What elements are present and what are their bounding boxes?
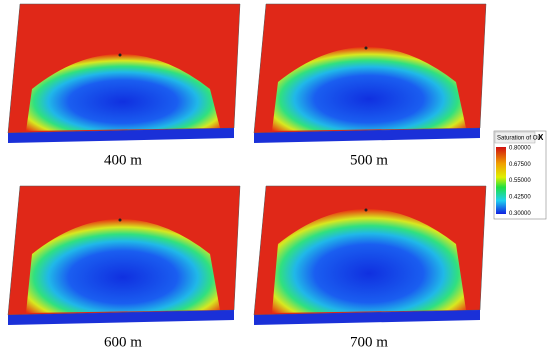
colorbar (496, 147, 506, 214)
water-layer (8, 128, 234, 143)
panel (253, 3, 487, 143)
well (118, 53, 122, 57)
legend-header (494, 131, 536, 144)
panel-label: 700 m (350, 334, 388, 350)
panel (253, 185, 487, 325)
legend-title: Saturation of Oil (497, 136, 540, 142)
legend-tick: 0.42500 (509, 194, 531, 200)
well (364, 208, 368, 212)
legend-tick: 0.55000 (509, 178, 531, 184)
water-layer (254, 128, 480, 143)
water-layer (8, 310, 234, 325)
saturation-dome (272, 209, 466, 313)
legend: Saturation of Oil X (493, 130, 547, 220)
legend-tick: 0.30000 (509, 211, 531, 217)
panel-label: 600 m (104, 334, 142, 350)
panel (7, 185, 241, 325)
saturation-dome (26, 219, 220, 313)
saturation-dome (272, 47, 466, 131)
panel-label: 400 m (104, 152, 142, 168)
well (364, 46, 368, 50)
legend-tick: 0.80000 (509, 146, 531, 152)
panel (7, 3, 241, 143)
water-layer (254, 310, 480, 325)
well (118, 218, 122, 222)
saturation-dome (26, 54, 220, 131)
legend-tick: 0.67500 (509, 162, 531, 168)
legend-close[interactable]: X (538, 133, 544, 142)
panel-label: 500 m (350, 152, 388, 168)
